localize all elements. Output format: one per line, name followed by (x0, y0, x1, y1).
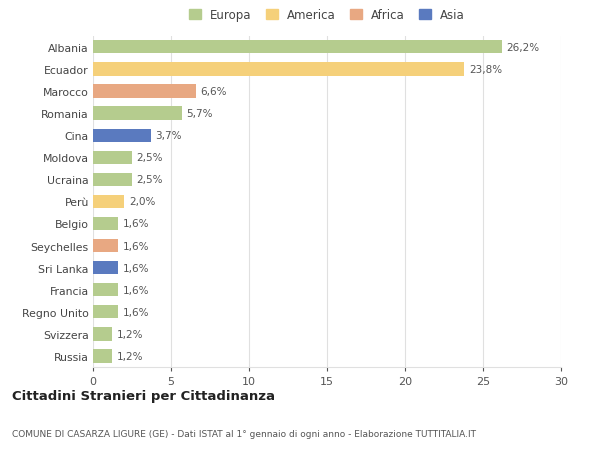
Text: 1,6%: 1,6% (122, 307, 149, 317)
Text: 6,6%: 6,6% (200, 87, 227, 97)
Text: 2,5%: 2,5% (137, 153, 163, 163)
Bar (93, 129, 151, 142)
Text: 3,7%: 3,7% (155, 131, 182, 141)
Bar (93, 306, 118, 319)
Text: 1,2%: 1,2% (116, 351, 143, 361)
Text: 23,8%: 23,8% (469, 65, 502, 75)
Bar (93, 218, 118, 230)
Text: 1,6%: 1,6% (122, 285, 149, 295)
Bar (93, 262, 118, 274)
Bar (93, 107, 182, 120)
Legend: Europa, America, Africa, Asia: Europa, America, Africa, Asia (187, 6, 467, 24)
Bar (93, 240, 118, 252)
Bar (93, 174, 132, 186)
Text: 2,0%: 2,0% (129, 197, 155, 207)
Text: 1,6%: 1,6% (122, 219, 149, 229)
Bar (93, 196, 124, 208)
Text: 2,5%: 2,5% (137, 175, 163, 185)
Bar (93, 328, 112, 341)
Text: 26,2%: 26,2% (506, 43, 539, 53)
Bar (93, 63, 464, 76)
Text: 1,2%: 1,2% (116, 329, 143, 339)
Bar (93, 41, 502, 54)
Text: 5,7%: 5,7% (187, 109, 213, 119)
Text: Cittadini Stranieri per Cittadinanza: Cittadini Stranieri per Cittadinanza (12, 389, 275, 403)
Bar (93, 284, 118, 297)
Bar (93, 151, 132, 164)
Bar (93, 85, 196, 98)
Bar (93, 350, 112, 363)
Text: 1,6%: 1,6% (122, 241, 149, 251)
Text: COMUNE DI CASARZA LIGURE (GE) - Dati ISTAT al 1° gennaio di ogni anno - Elaboraz: COMUNE DI CASARZA LIGURE (GE) - Dati IST… (12, 429, 476, 438)
Text: 1,6%: 1,6% (122, 263, 149, 273)
